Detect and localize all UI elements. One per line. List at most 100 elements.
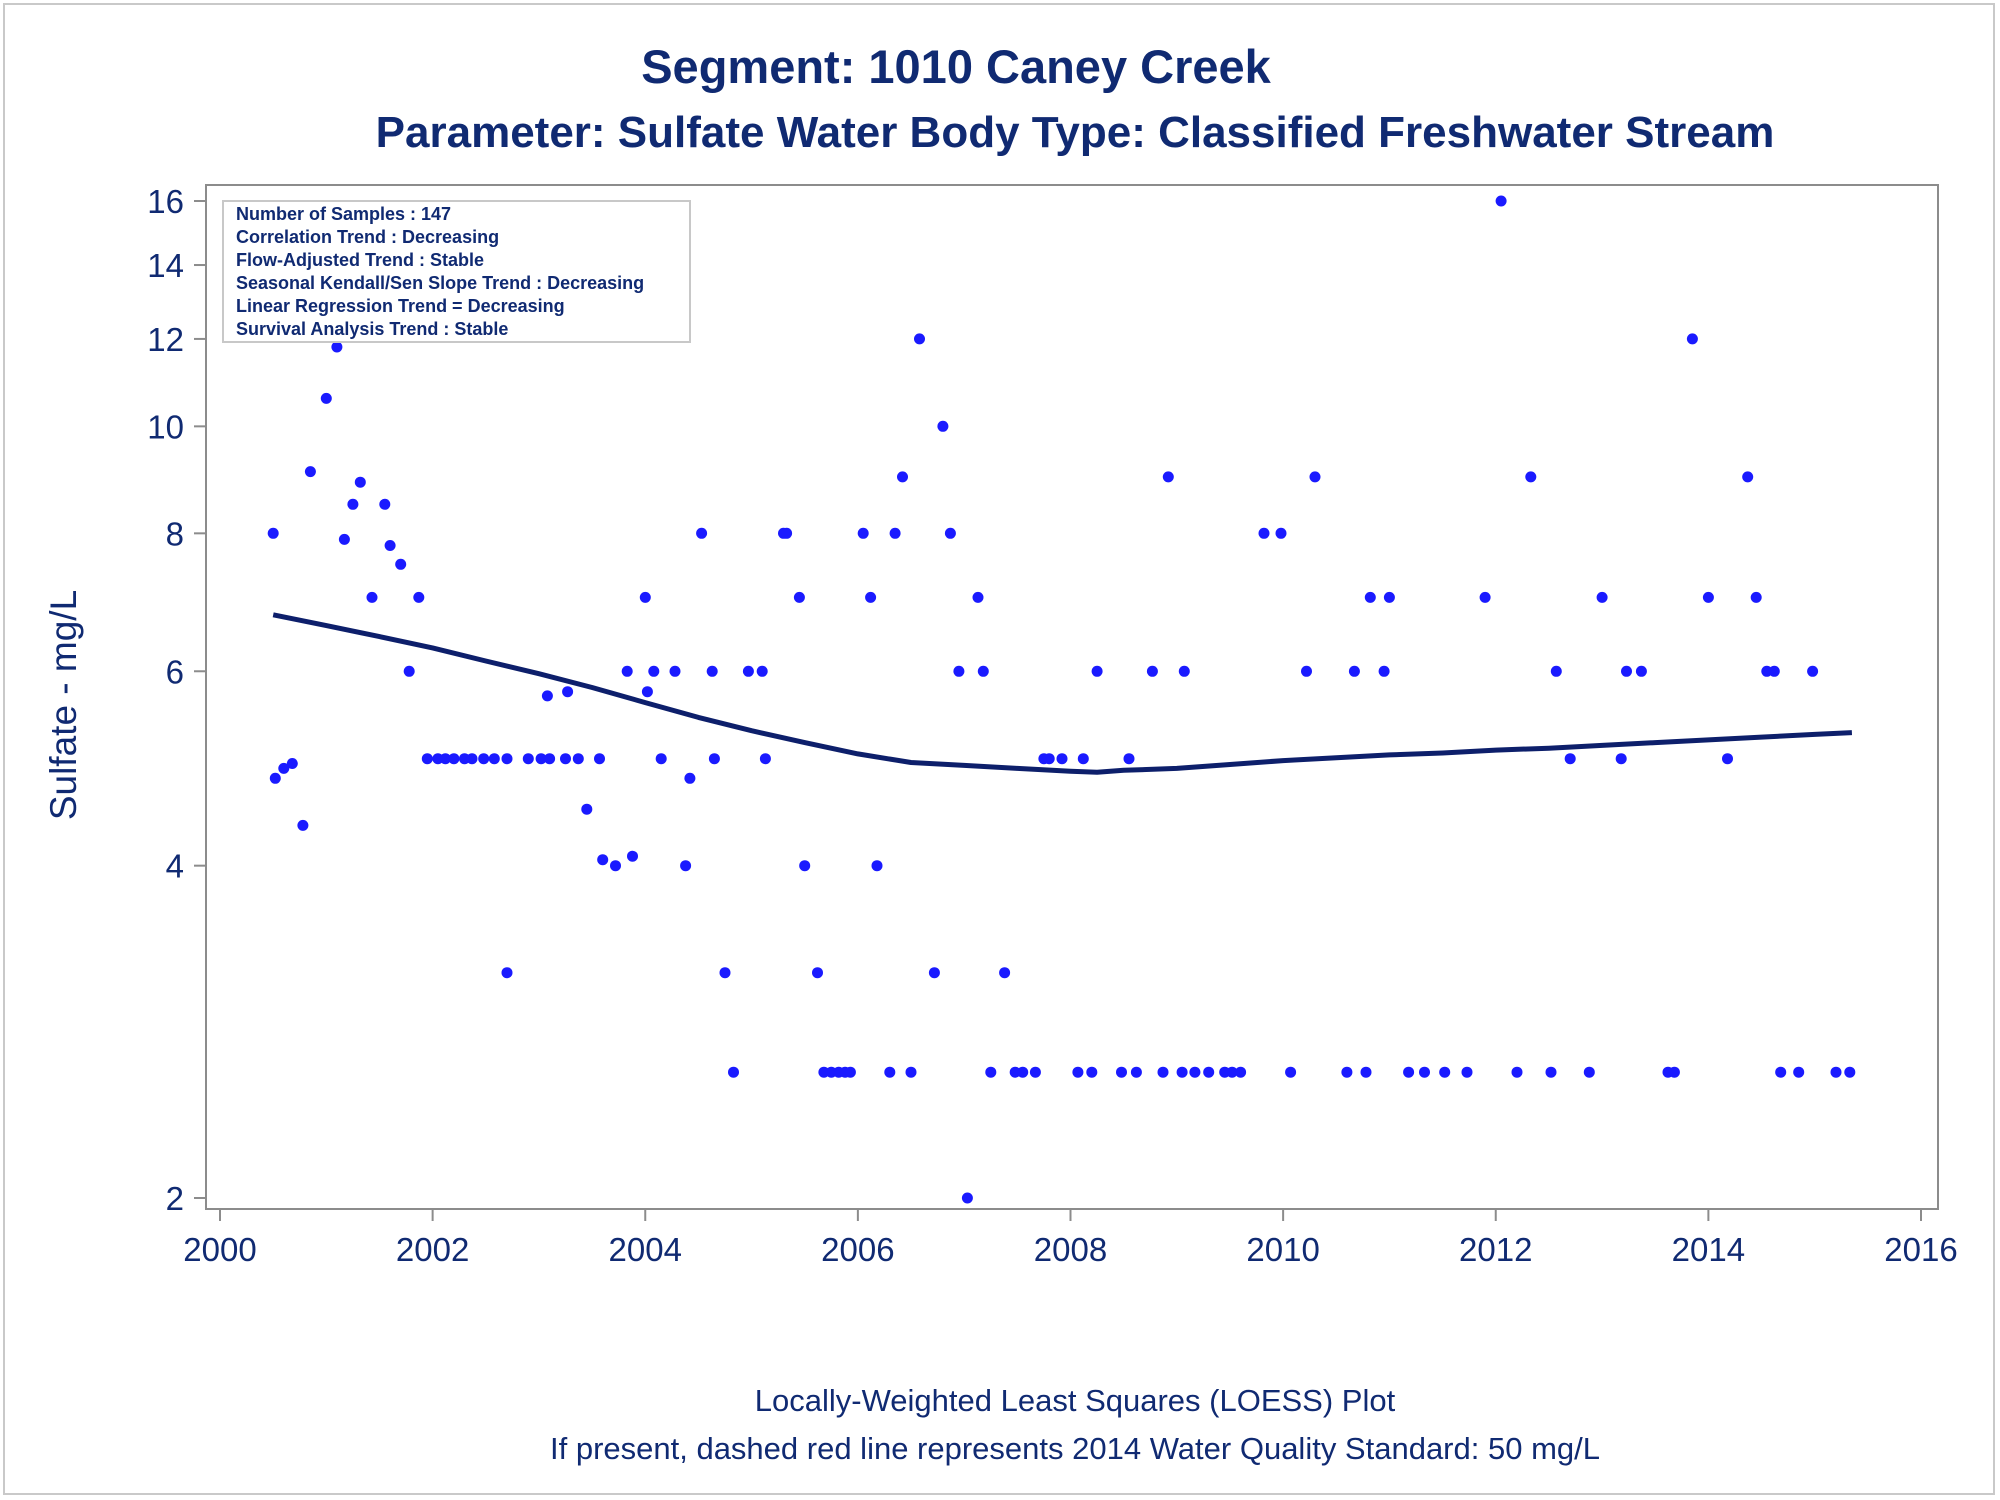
plot-area [205,184,1939,1210]
data-point [1635,665,1647,677]
data-point [1116,1066,1127,1078]
data-point [953,665,965,677]
data-point [999,967,1011,979]
loess-line [272,612,1853,775]
data-point [1768,665,1780,677]
data-point [1091,665,1103,677]
stats-line-samples: Number of Samples : 147 [236,204,451,224]
data-point [1419,1066,1430,1078]
data-point [297,819,309,831]
data-point [812,967,823,979]
data-marks [267,195,1856,1204]
data-point [884,1066,896,1078]
chart-subtitle: Parameter: Sulfate Water Body Type: Clas… [376,108,1775,157]
data-point [1086,1066,1098,1078]
y-axis-label: Sulfate - mg/L [43,590,84,820]
data-point [1830,1066,1842,1078]
data-point [610,860,621,872]
data-point [871,860,883,872]
data-point [1364,591,1376,603]
data-point [1029,1066,1041,1078]
data-point [413,591,425,603]
data-point [581,803,593,815]
data-point [1123,753,1135,765]
data-point [572,753,584,765]
x-tick-label: 2014 [1672,1231,1745,1268]
data-point [1258,527,1270,539]
data-point [684,772,696,784]
data-point [1686,333,1698,345]
data-point [756,665,768,677]
data-point [1360,1066,1372,1078]
data-point [1479,591,1491,603]
data-point [1301,665,1312,677]
x-tick-label: 2012 [1459,1231,1532,1268]
data-point [1226,1066,1238,1078]
data-point [1203,1066,1215,1078]
data-point [1348,665,1360,677]
data-point [1403,1066,1415,1078]
data-point [354,476,366,488]
data-point [857,527,869,539]
data-point [1383,591,1395,603]
y-tick-label: 10 [147,408,184,445]
x-tick-label: 2006 [821,1231,894,1268]
data-point [1793,1066,1805,1078]
data-point [562,686,574,698]
data-point [844,1066,856,1078]
data-point [1130,1066,1142,1078]
data-point [648,665,660,677]
data-point [905,1066,917,1078]
x-tick-label: 2008 [1034,1231,1107,1268]
data-point [379,498,391,510]
data-point [1615,753,1627,765]
stats-line-seasonal-kendall: Seasonal Kendall/Sen Slope Trend : Decre… [236,273,644,293]
data-point [366,591,378,603]
data-point [501,753,513,765]
data-point [655,753,667,765]
data-point [597,854,609,866]
data-point [278,762,290,774]
data-point [1378,665,1390,677]
data-point [1309,471,1321,483]
data-point [928,967,940,979]
data-point [1056,753,1068,765]
stats-box: Number of Samples : 147 Correlation Tren… [222,200,691,343]
stats-line-survival-analysis: Survival Analysis Trend : Stable [236,319,508,339]
data-point [439,753,451,765]
data-point [1564,753,1576,765]
data-point [889,527,901,539]
data-point [985,1066,997,1078]
data-point [331,341,343,353]
data-point [1439,1066,1451,1078]
data-point [1807,665,1819,677]
data-point [1583,1066,1595,1078]
data-point [865,591,877,603]
data-point [347,498,359,510]
data-point [267,527,279,539]
data-point [621,665,633,677]
data-point [478,753,490,765]
data-point [696,527,708,539]
y-tick-label: 6 [166,653,184,690]
data-point [320,392,332,404]
data-point [1077,753,1089,765]
data-point [897,471,908,483]
data-point [669,665,681,677]
data-point [972,591,984,603]
data-point [944,527,956,539]
data-point [641,686,653,698]
chart-title: Segment: 1010 Caney Creek [641,40,1271,93]
data-point [1146,665,1158,677]
data-point [759,753,771,765]
data-point [395,558,407,570]
data-point [384,540,396,551]
data-point [1341,1066,1353,1078]
data-point [544,753,556,765]
x-tick-label: 2000 [183,1231,256,1268]
stats-line-linear-regression: Linear Regression Trend = Decreasing [236,296,565,316]
y-tick-label: 16 [147,183,184,220]
data-point [627,850,638,862]
data-point [742,665,754,677]
data-point [1176,1066,1188,1078]
